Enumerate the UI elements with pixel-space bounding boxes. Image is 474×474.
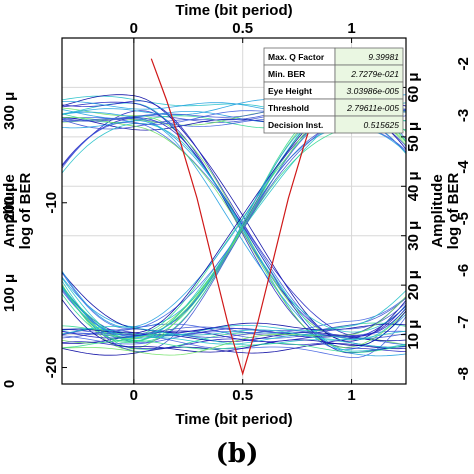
x-tick-label-top: 0 (130, 20, 138, 37)
y-ticks-left-amplitude: 0 100 μ 200 μ 300 μ (1, 92, 18, 389)
eye-trace (62, 101, 406, 354)
x-axis-label-bottom: Time (bit period) (175, 411, 292, 428)
y-right-ber-tick: -3 (455, 109, 472, 122)
x-tick-label-bottom: 0.5 (232, 387, 253, 404)
info-label: Max. Q Factor (268, 52, 325, 62)
info-label: Threshold (268, 103, 309, 113)
eye-trace (62, 343, 406, 356)
y-left-ber-tick: -10 (43, 192, 60, 214)
y-right-amplitude-label: Amplitude (429, 174, 446, 247)
eye-trace (62, 339, 406, 353)
y-right-ber-tick: -4 (455, 160, 472, 174)
y-right-amplitude-tick: 40 μ (405, 171, 422, 201)
x-tick-label-bottom: 0 (130, 387, 138, 404)
y-left-amplitude-tick: 100 μ (1, 274, 18, 312)
y-right-amplitude-tick: 50 μ (405, 122, 422, 152)
eye-trace (62, 94, 406, 342)
eye-trace (62, 122, 406, 333)
y-right-amplitude-tick: 10 μ (405, 320, 422, 350)
ber-curve (150, 58, 335, 376)
x-tick-label-top: 1 (347, 20, 355, 37)
eye-trace (62, 295, 406, 356)
info-value-cell (334, 115, 404, 134)
y-right-amplitude-tick: 20 μ (405, 270, 422, 300)
y-right-ber-tick: -5 (455, 212, 472, 225)
y-right-ber-tick: -2 (455, 57, 472, 70)
y-right-ber-tick: -8 (455, 367, 472, 380)
plot-frame (61, 37, 407, 385)
info-value: 2.7279e-021 (350, 69, 399, 79)
y-right-amplitude-tick: 60 μ (405, 72, 422, 102)
y-left-ber-label: log of BER (17, 173, 34, 250)
eye-info-table: Max. Q Factor 9.39981 Min. BER 2.7279e-021 E… (263, 47, 404, 134)
info-value: 2.79611e-005 (346, 103, 399, 113)
info-label: Eye Height (268, 86, 312, 96)
eye-trace (62, 271, 406, 333)
eye-trace (62, 100, 406, 337)
y-left-amplitude-tick: 200 μ (1, 183, 18, 221)
info-value: 3.03986e-005 (347, 86, 400, 96)
panel-label: (b) (216, 439, 259, 469)
info-label: Decision Inst. (268, 120, 323, 130)
y-right-ber-tick: -6 (455, 264, 472, 277)
y-left-amplitude-label: Amplitude (1, 174, 18, 247)
eye-trace (62, 307, 406, 342)
y-ticks-right-ber: -2 -3 -4 -5 -6 -7 -8 (455, 57, 472, 380)
y-left-amplitude-tick: 0 (1, 380, 18, 388)
x-tick-label-bottom: 1 (347, 387, 355, 404)
y-ticks-right-amplitude: 10 μ 20 μ 30 μ 40 μ 50 μ 60 μ (401, 72, 422, 350)
x-ticks-bottom: 0 0.5 1 (130, 379, 356, 404)
eye-trace (62, 326, 406, 341)
x-axis-label-top: Time (bit period) (175, 2, 292, 19)
x-tick-label-top: 0.5 (232, 20, 253, 37)
y-right-ber-label: log of BER (445, 173, 462, 250)
info-value: 9.39981 (368, 52, 399, 62)
y-left-amplitude-tick: 300 μ (1, 92, 18, 130)
y-ticks-left-ber: -20 -10 (43, 192, 67, 378)
info-label: Min. BER (268, 69, 305, 79)
x-ticks-top: 0 0.5 1 (130, 20, 356, 43)
y-right-amplitude-tick: 30 μ (405, 221, 422, 251)
eye-trace (62, 305, 406, 349)
y-left-ber-tick: -20 (43, 357, 60, 379)
ber-curve-layer (150, 58, 335, 376)
y-right-ber-tick: -7 (455, 315, 472, 328)
info-value: 0.515625 (364, 120, 400, 130)
